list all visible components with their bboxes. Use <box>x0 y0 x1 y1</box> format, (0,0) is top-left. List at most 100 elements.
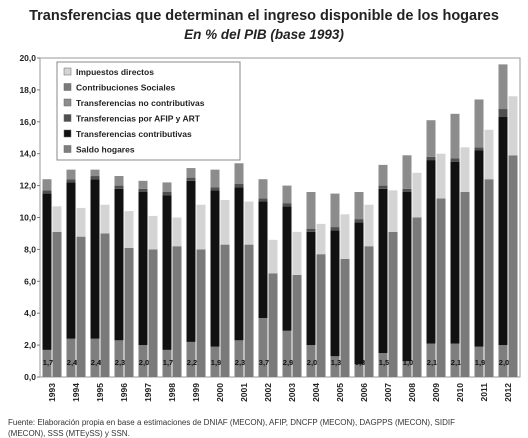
x-tick-label: 2009 <box>431 383 441 402</box>
x-tick-label: 2010 <box>455 383 465 402</box>
x-tick-label: 2000 <box>215 383 225 402</box>
bar-segment <box>234 163 244 185</box>
bar-segment <box>306 228 316 232</box>
bar-segment <box>172 217 182 247</box>
bar-segment <box>258 179 268 199</box>
bar-segment <box>52 231 62 377</box>
bar-segment <box>162 182 172 192</box>
bar-segment <box>66 338 76 377</box>
y-tick-label: 16,0 <box>19 117 36 127</box>
chart-subtitle: En % del PIB (base 1993) <box>184 27 344 42</box>
bar-segment <box>378 185 388 189</box>
bar-segment <box>292 231 302 275</box>
bar-segment <box>460 191 470 377</box>
bar-segment <box>90 176 100 180</box>
bar-segment <box>330 227 340 231</box>
bar-segment <box>138 191 148 346</box>
bar-segment <box>124 211 134 248</box>
value-label: 1,3 <box>331 358 341 367</box>
bar-segment <box>186 341 196 377</box>
bar-segment <box>90 338 100 377</box>
y-tick-label: 10,0 <box>19 213 36 223</box>
x-tick-label: 1996 <box>119 383 129 402</box>
x-tick-label: 2001 <box>239 383 249 402</box>
bar-segment <box>426 156 436 161</box>
chart-title: Transferencias que determinan el ingreso… <box>29 8 499 24</box>
x-tick-label: 1997 <box>143 383 153 402</box>
bar-segment <box>306 191 316 229</box>
x-tick-label: 1998 <box>167 383 177 402</box>
bar-segment <box>162 191 172 196</box>
y-tick-label: 20,0 <box>19 53 36 63</box>
bar-segment <box>412 172 422 218</box>
value-label: 2,2 <box>187 358 197 367</box>
bar-segment <box>124 247 134 377</box>
bar-segment <box>210 346 220 377</box>
bar-segment <box>450 343 460 377</box>
bar-segment <box>354 364 364 377</box>
bar-segment <box>42 190 52 194</box>
x-tick-label: 2011 <box>479 383 489 402</box>
value-label: 1,0 <box>403 358 413 367</box>
bar-segment <box>330 356 340 377</box>
bar-segment <box>186 177 196 181</box>
bar-segment <box>76 207 86 237</box>
bar-segment <box>114 188 124 341</box>
bar-segment <box>76 236 86 377</box>
x-tick-label: 2002 <box>263 383 273 402</box>
bar-segment <box>138 188 148 192</box>
y-tick-label: 18,0 <box>19 85 36 95</box>
bar-segment <box>42 179 52 191</box>
bar-segment <box>460 147 470 192</box>
bar-segment <box>388 190 398 232</box>
source: (MECON), SSS (MTEySS) y SSN. <box>8 429 130 438</box>
bar-segment <box>402 188 412 192</box>
bar-segment <box>138 180 148 189</box>
bar-segment <box>508 155 518 377</box>
y-tick-label: 12,0 <box>19 181 36 191</box>
x-tick-label: 2008 <box>407 383 417 402</box>
bar-segment <box>282 185 292 204</box>
bar-segment <box>474 150 484 347</box>
bar-segment <box>42 349 52 377</box>
bar-segment <box>282 203 292 207</box>
legend-swatch <box>63 114 72 122</box>
bar-segment <box>210 190 220 347</box>
y-tick-label: 6,0 <box>24 276 36 286</box>
bar-segment <box>306 231 316 346</box>
bar-segment <box>340 214 350 259</box>
bar-segment <box>282 206 292 331</box>
bar-segment <box>268 273 278 377</box>
bar-segment <box>138 345 148 377</box>
bar-segment <box>498 345 508 377</box>
bar-segment <box>90 179 100 339</box>
bar-segment <box>186 168 196 178</box>
bar-segment <box>354 222 364 365</box>
bar-segment <box>364 246 374 377</box>
bar-segment <box>66 182 76 339</box>
bar-segment <box>316 223 326 255</box>
bar-segment <box>426 343 436 377</box>
bar-segment <box>484 129 494 180</box>
bar-segment <box>186 180 196 342</box>
value-label: 2,3 <box>235 358 245 367</box>
legend-swatch <box>63 145 72 153</box>
bar-segment <box>316 254 326 377</box>
value-label: 2,4 <box>91 358 102 367</box>
bar-segment <box>244 244 254 377</box>
bar-segment <box>148 249 158 377</box>
bar-segment <box>402 155 412 189</box>
value-label: 2,9 <box>283 358 293 367</box>
bar-segment <box>436 198 446 377</box>
bar-segment <box>258 198 268 202</box>
bar-segment <box>306 345 316 377</box>
bar-segment <box>498 117 508 346</box>
bar-segment <box>378 188 388 354</box>
bar-segment <box>114 185 124 189</box>
bar-segment <box>426 120 436 157</box>
y-tick-label: 14,0 <box>19 149 36 159</box>
bar-segment <box>234 184 244 188</box>
bar-segment <box>402 361 412 377</box>
value-label: 2,0 <box>307 358 317 367</box>
legend-box <box>56 61 241 161</box>
